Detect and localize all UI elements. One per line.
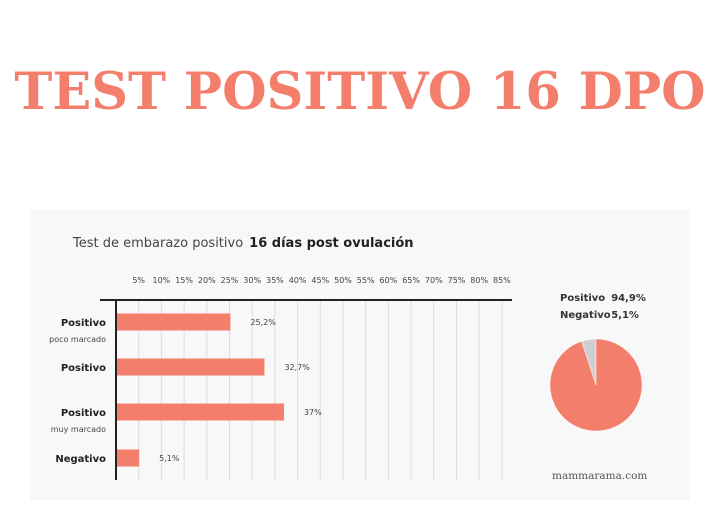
bar: [117, 313, 231, 331]
x-tick-label: 85%: [493, 276, 511, 285]
x-tick-label: 20%: [198, 276, 216, 285]
x-tick-label: 30%: [243, 276, 261, 285]
x-tick-label: 40%: [289, 276, 307, 285]
pie-legend-row-negativo: Negativo 5,1%: [560, 310, 646, 327]
y-category-sublabel: poco marcado: [49, 335, 106, 344]
bar: [117, 403, 284, 421]
bar: [117, 449, 140, 467]
pie-legend-label-negativo: Negativo: [560, 310, 611, 321]
x-tick-label: 5%: [132, 276, 145, 285]
chart-subtitle: 16 días post ovulación: [249, 236, 414, 251]
headline: TEST POSITIVO 16 DPO: [14, 62, 706, 122]
x-tick-label: 45%: [311, 276, 329, 285]
pie-legend: Positivo 94,9% Negativo 5,1%: [560, 293, 646, 327]
y-category-label: Negativo: [55, 454, 106, 465]
y-category-sublabel: muy marcado: [51, 425, 106, 434]
bar: [117, 358, 265, 376]
y-category-label: Positivo: [61, 363, 106, 374]
x-tick-label: 50%: [334, 276, 352, 285]
x-tick-label: 25%: [221, 276, 239, 285]
source-credit: mammarama.com: [552, 470, 648, 482]
bar-value-label: 32,7%: [284, 363, 310, 372]
pie-slice-positivo: [549, 338, 643, 432]
y-category-label: Positivo: [61, 408, 106, 419]
y-category-label: Positivo: [61, 318, 106, 329]
bar-value-label: 5,1%: [159, 454, 180, 463]
pie-legend-value-negativo: 5,1%: [611, 310, 639, 321]
x-tick-label: 15%: [175, 276, 193, 285]
x-tick-label: 10%: [153, 276, 171, 285]
x-tick-label: 60%: [380, 276, 398, 285]
x-tick-label: 55%: [357, 276, 375, 285]
pie-legend-row-positivo: Positivo 94,9%: [560, 293, 646, 310]
x-tick-label: 80%: [470, 276, 488, 285]
bar-value-label: 37%: [304, 408, 322, 417]
x-tick-label: 75%: [448, 276, 466, 285]
x-tick-label: 35%: [266, 276, 284, 285]
chart-title: Test de embarazo positivo 16 días post ov…: [73, 236, 414, 251]
pie-legend-value-positivo: 94,9%: [611, 293, 646, 304]
bar-value-label: 25,2%: [250, 318, 276, 327]
pie-legend-label-positivo: Positivo: [560, 293, 606, 304]
x-tick-label: 65%: [402, 276, 420, 285]
chart-title-main: Test de embarazo positivo: [73, 236, 244, 251]
x-tick-label: 70%: [425, 276, 443, 285]
